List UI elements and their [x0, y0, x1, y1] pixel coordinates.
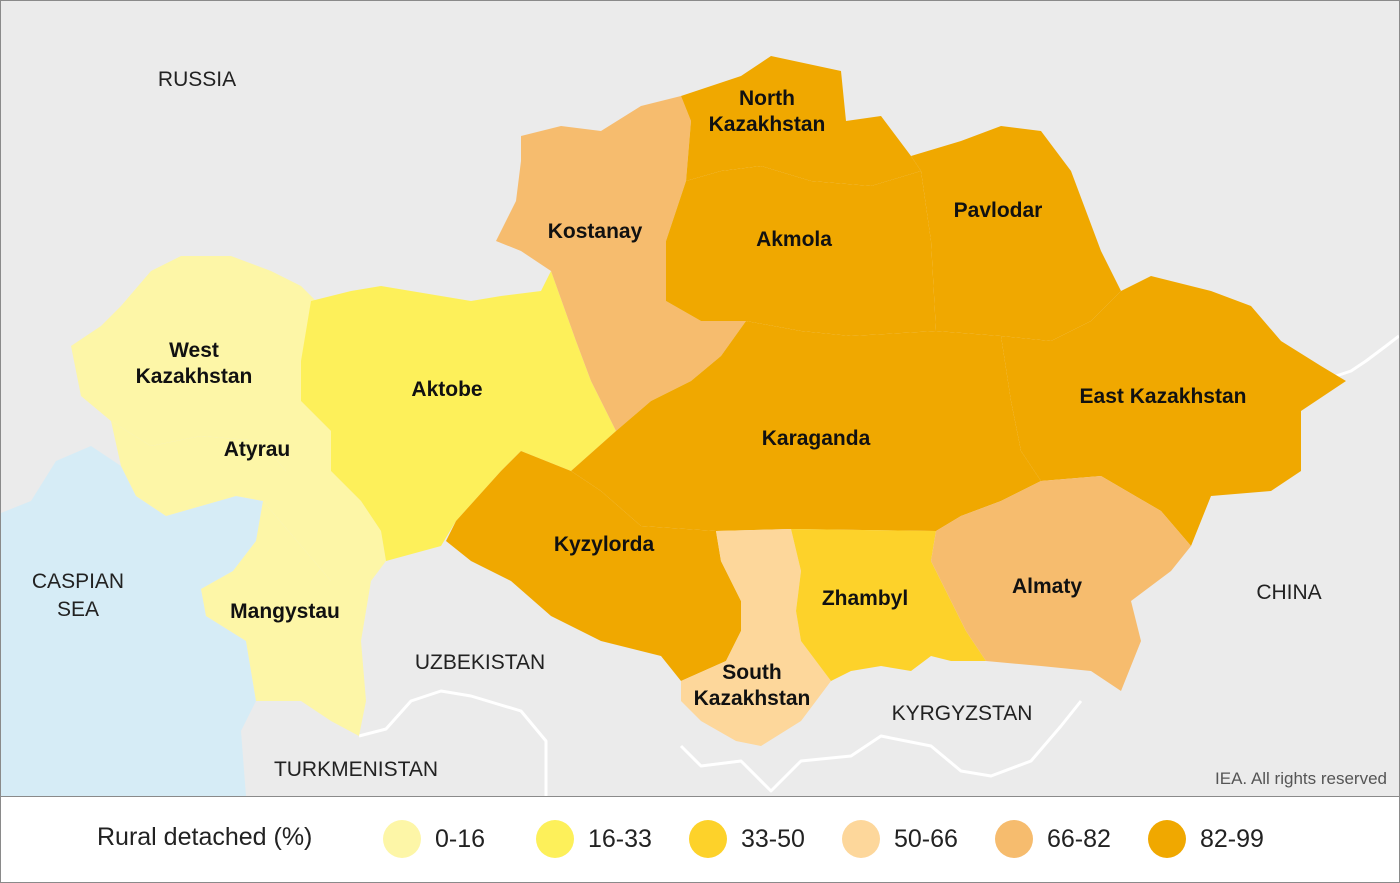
- label-north-kazakhstan-line1: North: [739, 87, 795, 110]
- region-aktobe: [301, 271, 616, 561]
- region-north-kazakhstan: [681, 56, 921, 186]
- label-russia: RUSSIA: [158, 68, 236, 91]
- region-atyrau: [111, 421, 386, 581]
- china-border: [1320, 334, 1399, 383]
- label-turkmenistan: TURKMENISTAN: [274, 758, 438, 781]
- legend-label: 33-50: [741, 824, 805, 853]
- label-kostanay: Kostanay: [548, 220, 643, 243]
- region-zhambyl: [791, 529, 986, 681]
- legend-item-0-16: 0-16: [383, 819, 485, 859]
- legend-item-50-66: 50-66: [842, 819, 958, 859]
- legend-title: Rural detached (%): [97, 823, 313, 851]
- label-kyrgyzstan: KYRGYZSTAN: [892, 702, 1033, 725]
- legend-item-82-99: 82-99: [1148, 819, 1264, 859]
- label-atyrau: Atyrau: [224, 438, 291, 461]
- legend-swatch: [995, 820, 1033, 858]
- legend-swatch: [689, 820, 727, 858]
- region-kostanay: [496, 96, 746, 431]
- legend-label: 0-16: [435, 824, 486, 853]
- legend-item-66-82: 66-82: [995, 819, 1111, 859]
- credit-text: IEA. All rights reserved: [1215, 769, 1387, 788]
- legend-label: 66-82: [1047, 824, 1111, 853]
- region-kyzylorda: [446, 451, 741, 681]
- caspian-sea: [1, 446, 263, 796]
- label-aktobe: Aktobe: [411, 378, 482, 401]
- label-west-kazakhstan-line1: West: [169, 339, 219, 362]
- legend-label: 50-66: [894, 824, 958, 853]
- region-west-kazakhstan: [71, 256, 331, 471]
- label-almaty: Almaty: [1012, 575, 1082, 598]
- region-pavlodar: [911, 126, 1121, 341]
- label-west-kazakhstan-line2: Kazakhstan: [136, 365, 253, 388]
- region-almaty: [931, 476, 1191, 691]
- label-karaganda: Karaganda: [762, 427, 871, 450]
- region-mangystau: [201, 501, 371, 736]
- label-kyzylorda: Kyzylorda: [554, 533, 655, 556]
- legend-swatch: [383, 820, 421, 858]
- label-akmola: Akmola: [756, 228, 832, 251]
- region-south-kazakhstan: [681, 529, 831, 746]
- label-mangystau: Mangystau: [230, 600, 340, 623]
- label-south-kazakhstan-line2: Kazakhstan: [694, 687, 811, 710]
- region-karaganda: [571, 321, 1041, 531]
- label-pavlodar: Pavlodar: [954, 199, 1043, 222]
- label-china: CHINA: [1256, 581, 1321, 604]
- kazakhstan-map: RUSSIA CASPIAN SEA UZBEKISTAN TURKMENIST…: [1, 1, 1399, 796]
- legend-swatch: [536, 820, 574, 858]
- label-east-kazakhstan: East Kazakhstan: [1080, 385, 1247, 408]
- legend-item-16-33: 16-33: [536, 819, 652, 859]
- legend-swatch: [1148, 820, 1186, 858]
- region-east-kazakhstan: [1001, 276, 1346, 546]
- legend-label: 16-33: [588, 824, 652, 853]
- uzbekistan-kyrgyzstan-border: [358, 689, 548, 796]
- legend-label: 82-99: [1200, 824, 1264, 853]
- label-caspian-line1: CASPIAN: [32, 570, 124, 593]
- label-caspian-line2: SEA: [57, 598, 99, 621]
- label-south-kazakhstan-line1: South: [722, 661, 781, 684]
- label-north-kazakhstan-line2: Kazakhstan: [709, 113, 826, 136]
- label-uzbekistan: UZBEKISTAN: [415, 651, 545, 674]
- legend-item-33-50: 33-50: [689, 819, 805, 859]
- kyrgyzstan-border: [679, 700, 1083, 793]
- label-zhambyl: Zhambyl: [822, 587, 908, 610]
- legend-swatch: [842, 820, 880, 858]
- legend: Rural detached (%) 0-16 16-33 33-50 50-6…: [1, 796, 1399, 882]
- region-akmola: [666, 166, 936, 336]
